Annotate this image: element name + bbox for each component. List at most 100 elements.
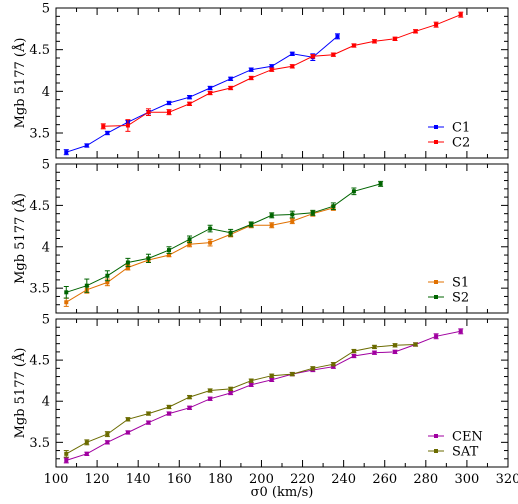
data-point [269,222,275,229]
legend-label: SAT [452,445,479,460]
data-marker [393,36,397,41]
data-marker [351,354,356,358]
data-marker [105,280,110,285]
y-axis-label: Mgb 5177 (Å) [12,193,28,284]
data-marker [269,223,274,228]
data-marker [187,405,192,410]
data-marker [167,101,171,105]
data-point [63,286,69,299]
data-marker [269,213,274,218]
data-marker [393,349,397,354]
data-point [207,224,213,233]
data-marker [331,364,336,369]
series-line [66,183,381,293]
x-tick-label: 300 [454,472,479,487]
data-point [166,109,172,116]
data-point [310,366,316,371]
data-point [145,108,151,116]
data-marker [331,52,336,57]
legend-swatch-marker [434,295,438,299]
series-S1 [63,204,336,307]
data-point [187,101,193,106]
y-tick-label: 3.5 [29,127,50,142]
data-point [145,253,151,264]
data-marker [146,256,151,261]
data-marker [84,143,89,148]
y-tick-label: 4 [42,395,50,410]
x-tick-label: 160 [167,472,192,487]
x-tick-label: 320 [496,472,518,487]
plot-frame [55,7,509,159]
data-point [63,149,69,156]
data-point [166,246,172,254]
data-marker [64,300,69,305]
y-tick-label: 4.5 [29,199,50,214]
data-point [289,371,295,377]
data-point [207,388,213,393]
series-SAT [63,342,419,458]
series-line [66,330,461,461]
data-point [458,11,464,18]
data-point [392,349,398,355]
data-marker [125,265,130,270]
data-point [166,100,172,106]
data-marker [269,377,274,382]
data-marker [84,451,89,456]
plot-frame [55,318,509,468]
data-marker [146,411,151,416]
data-marker [269,373,274,378]
data-point [334,33,340,40]
data-marker [105,131,110,135]
data-point [84,278,90,293]
data-point [84,439,90,446]
data-marker [208,240,213,245]
data-marker [310,366,315,371]
data-marker [331,362,336,367]
data-marker [146,420,151,425]
data-point [207,85,213,91]
data-marker [125,260,130,265]
data-point [269,212,275,219]
data-point [289,51,295,56]
data-marker [310,54,315,59]
data-point [104,130,110,136]
data-marker [335,34,340,39]
x-axis-label: σ0 (km/s) [251,485,314,500]
legend-label: C1 [452,121,470,136]
data-marker [187,237,192,242]
data-point [458,328,464,335]
x-tick-label: 120 [85,472,110,487]
data-marker [208,86,213,90]
data-point [207,238,213,247]
y-tick-label: 3.5 [29,436,50,451]
data-marker [208,396,213,401]
data-point [351,43,357,48]
data-marker [249,67,254,72]
data-point [145,420,151,425]
data-marker [310,210,315,215]
y-tick-label: 4.5 [29,43,50,58]
y-tick-label: 3.5 [29,282,50,297]
data-point [351,348,357,354]
data-marker [378,181,383,186]
data-point [100,123,106,130]
legend-label: S1 [452,276,469,291]
data-marker [249,76,254,80]
data-marker [167,404,171,409]
data-point [84,451,90,456]
data-point [125,430,131,435]
data-marker [458,12,463,17]
data-point [63,450,69,458]
data-point [228,390,234,396]
series-line [66,344,416,455]
data-marker [64,458,69,463]
y-tick-label: 4.5 [29,354,50,369]
data-marker [187,95,192,100]
data-point [125,257,131,268]
data-point [413,29,419,34]
data-point [187,235,193,244]
data-marker [208,91,213,95]
data-point [207,90,213,96]
